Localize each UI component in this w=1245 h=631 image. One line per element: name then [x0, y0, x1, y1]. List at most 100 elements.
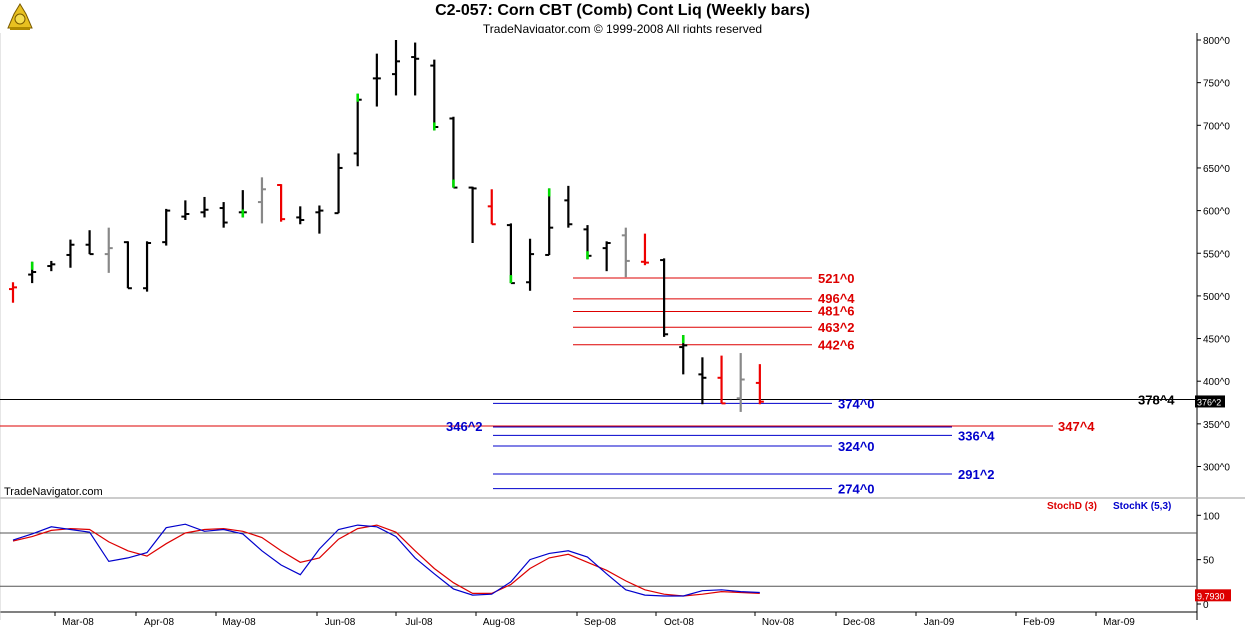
- y-tick-label: 600^0: [1203, 207, 1230, 218]
- price-bar: [334, 153, 343, 215]
- price-bar: [219, 202, 228, 228]
- level-label: 481^6: [818, 303, 855, 318]
- level-label: 346^2: [446, 419, 483, 434]
- chart-header: C2-057: Corn CBT (Comb) Cont Liq (Weekly…: [0, 0, 1245, 36]
- y-tick-label: 500^0: [1203, 292, 1230, 303]
- price-bar: [717, 355, 726, 405]
- price-bar: [372, 53, 381, 107]
- x-tick-label: Jul-08: [405, 617, 433, 628]
- chart-frame: [0, 33, 1245, 631]
- level-label: 463^2: [818, 320, 855, 335]
- y-tick-label: 700^0: [1203, 121, 1230, 132]
- price-bar: [660, 258, 669, 337]
- last-price-box: [1195, 395, 1225, 408]
- date-axis: Mar-08 Apr-08 May-08 Jun-08 Jul-08 Aug-08 Sep-…: [54, 612, 1135, 628]
- x-tick-label: Apr-08: [144, 617, 174, 628]
- price-bar: [238, 190, 247, 218]
- chart-subtitle: TradeNavigator.com © 1999-2008 All right…: [482, 22, 763, 36]
- price-bar: [698, 357, 707, 405]
- price-bar: [315, 205, 324, 234]
- level-label: 442^6: [818, 338, 855, 353]
- stoch-tick-label: 50: [1203, 556, 1215, 567]
- watermark-text: TradeNavigator.com: [4, 486, 103, 498]
- price-bar: [640, 233, 649, 266]
- last-price-label: 376^2: [1197, 397, 1221, 407]
- y-tick-label: 400^0: [1203, 377, 1230, 388]
- price-bar: [449, 116, 458, 189]
- x-tick-label: Sep-08: [584, 617, 617, 628]
- price-bar: [526, 238, 535, 291]
- price-bar: [621, 227, 630, 278]
- x-tick-label: Aug-08: [483, 617, 516, 628]
- x-tick-label: May-08: [222, 617, 256, 628]
- level-label: 374^0: [838, 396, 875, 411]
- level-label: 274^0: [838, 482, 875, 497]
- price-bars: [9, 40, 764, 412]
- chart-background: [0, 33, 1245, 631]
- level-label: 291^2: [958, 467, 995, 482]
- price-bar: [47, 260, 56, 272]
- level-label: 496^4: [818, 291, 855, 306]
- price-bar: [143, 241, 152, 292]
- price-bar: [200, 196, 209, 218]
- stochastic-panel: 100 50 0 StochD (3) StochK (5,3) 9.7930: [0, 501, 1231, 611]
- price-bar: [583, 225, 592, 260]
- level-label: 521^0: [818, 271, 855, 286]
- tradenavigator-logo-icon: [7, 3, 33, 30]
- stoch-tick-label: 100: [1203, 511, 1220, 522]
- price-bar: [545, 188, 554, 256]
- price-bar: [181, 200, 190, 220]
- x-tick-label: Oct-08: [664, 617, 694, 628]
- price-bar: [602, 241, 611, 272]
- price-bar: [66, 239, 75, 268]
- chart-title: C2-057: Corn CBT (Comb) Cont Liq (Weekly…: [435, 2, 810, 19]
- level-label: 378^4: [1138, 393, 1175, 408]
- x-tick-label: Mar-08: [62, 617, 94, 628]
- price-bar: [468, 186, 477, 244]
- stoch-k-line: [12, 523, 760, 597]
- x-tick-label: Dec-08: [843, 617, 876, 628]
- price-bar: [257, 177, 266, 224]
- price-bar: [736, 353, 745, 412]
- price-bar: [564, 185, 573, 228]
- price-bar: [411, 42, 420, 96]
- price-bar: [430, 59, 439, 131]
- y-tick-label: 300^0: [1203, 463, 1230, 474]
- stoch-d-line: [12, 524, 760, 597]
- legend-stoch-k: StochK (5,3): [1113, 501, 1171, 512]
- price-bar: [487, 189, 496, 226]
- stoch-last-value-box: [1195, 589, 1231, 602]
- stoch-tick-label: 0: [1203, 600, 1209, 611]
- price-bar: [296, 206, 305, 225]
- level-label: 347^4: [1058, 419, 1095, 434]
- x-tick-label: Feb-09: [1023, 617, 1055, 628]
- price-bar: [162, 208, 171, 246]
- price-bar: [755, 364, 764, 405]
- price-axis: 800^0 750^0 700^0 650^0 600^0 550^0 500^0 450^0…: [1197, 36, 1230, 474]
- legend-stoch-d: StochD (3): [1047, 501, 1097, 512]
- stoch-last-value-label: 9.7930: [1197, 591, 1225, 601]
- y-tick-label: 800^0: [1203, 36, 1230, 47]
- y-tick-label: 350^0: [1203, 420, 1230, 431]
- level-label: 324^0: [838, 439, 875, 454]
- price-bar: [123, 241, 132, 290]
- x-tick-label: Mar-09: [1103, 617, 1135, 628]
- x-tick-label: Nov-08: [762, 617, 795, 628]
- y-tick-label: 550^0: [1203, 249, 1230, 260]
- y-tick-label: 450^0: [1203, 335, 1230, 346]
- price-bar: [28, 261, 37, 284]
- y-tick-label: 750^0: [1203, 79, 1230, 90]
- price-bar: [277, 184, 286, 222]
- price-bar: [392, 40, 400, 96]
- price-bar: [353, 93, 362, 167]
- price-bar: [9, 282, 17, 303]
- level-label: 336^4: [958, 428, 995, 443]
- price-bar: [679, 335, 688, 375]
- price-bar: [85, 230, 94, 256]
- x-tick-label: Jan-09: [924, 617, 955, 628]
- price-bar: [506, 223, 515, 285]
- price-bar: [104, 227, 113, 273]
- x-tick-label: Jun-08: [325, 617, 356, 628]
